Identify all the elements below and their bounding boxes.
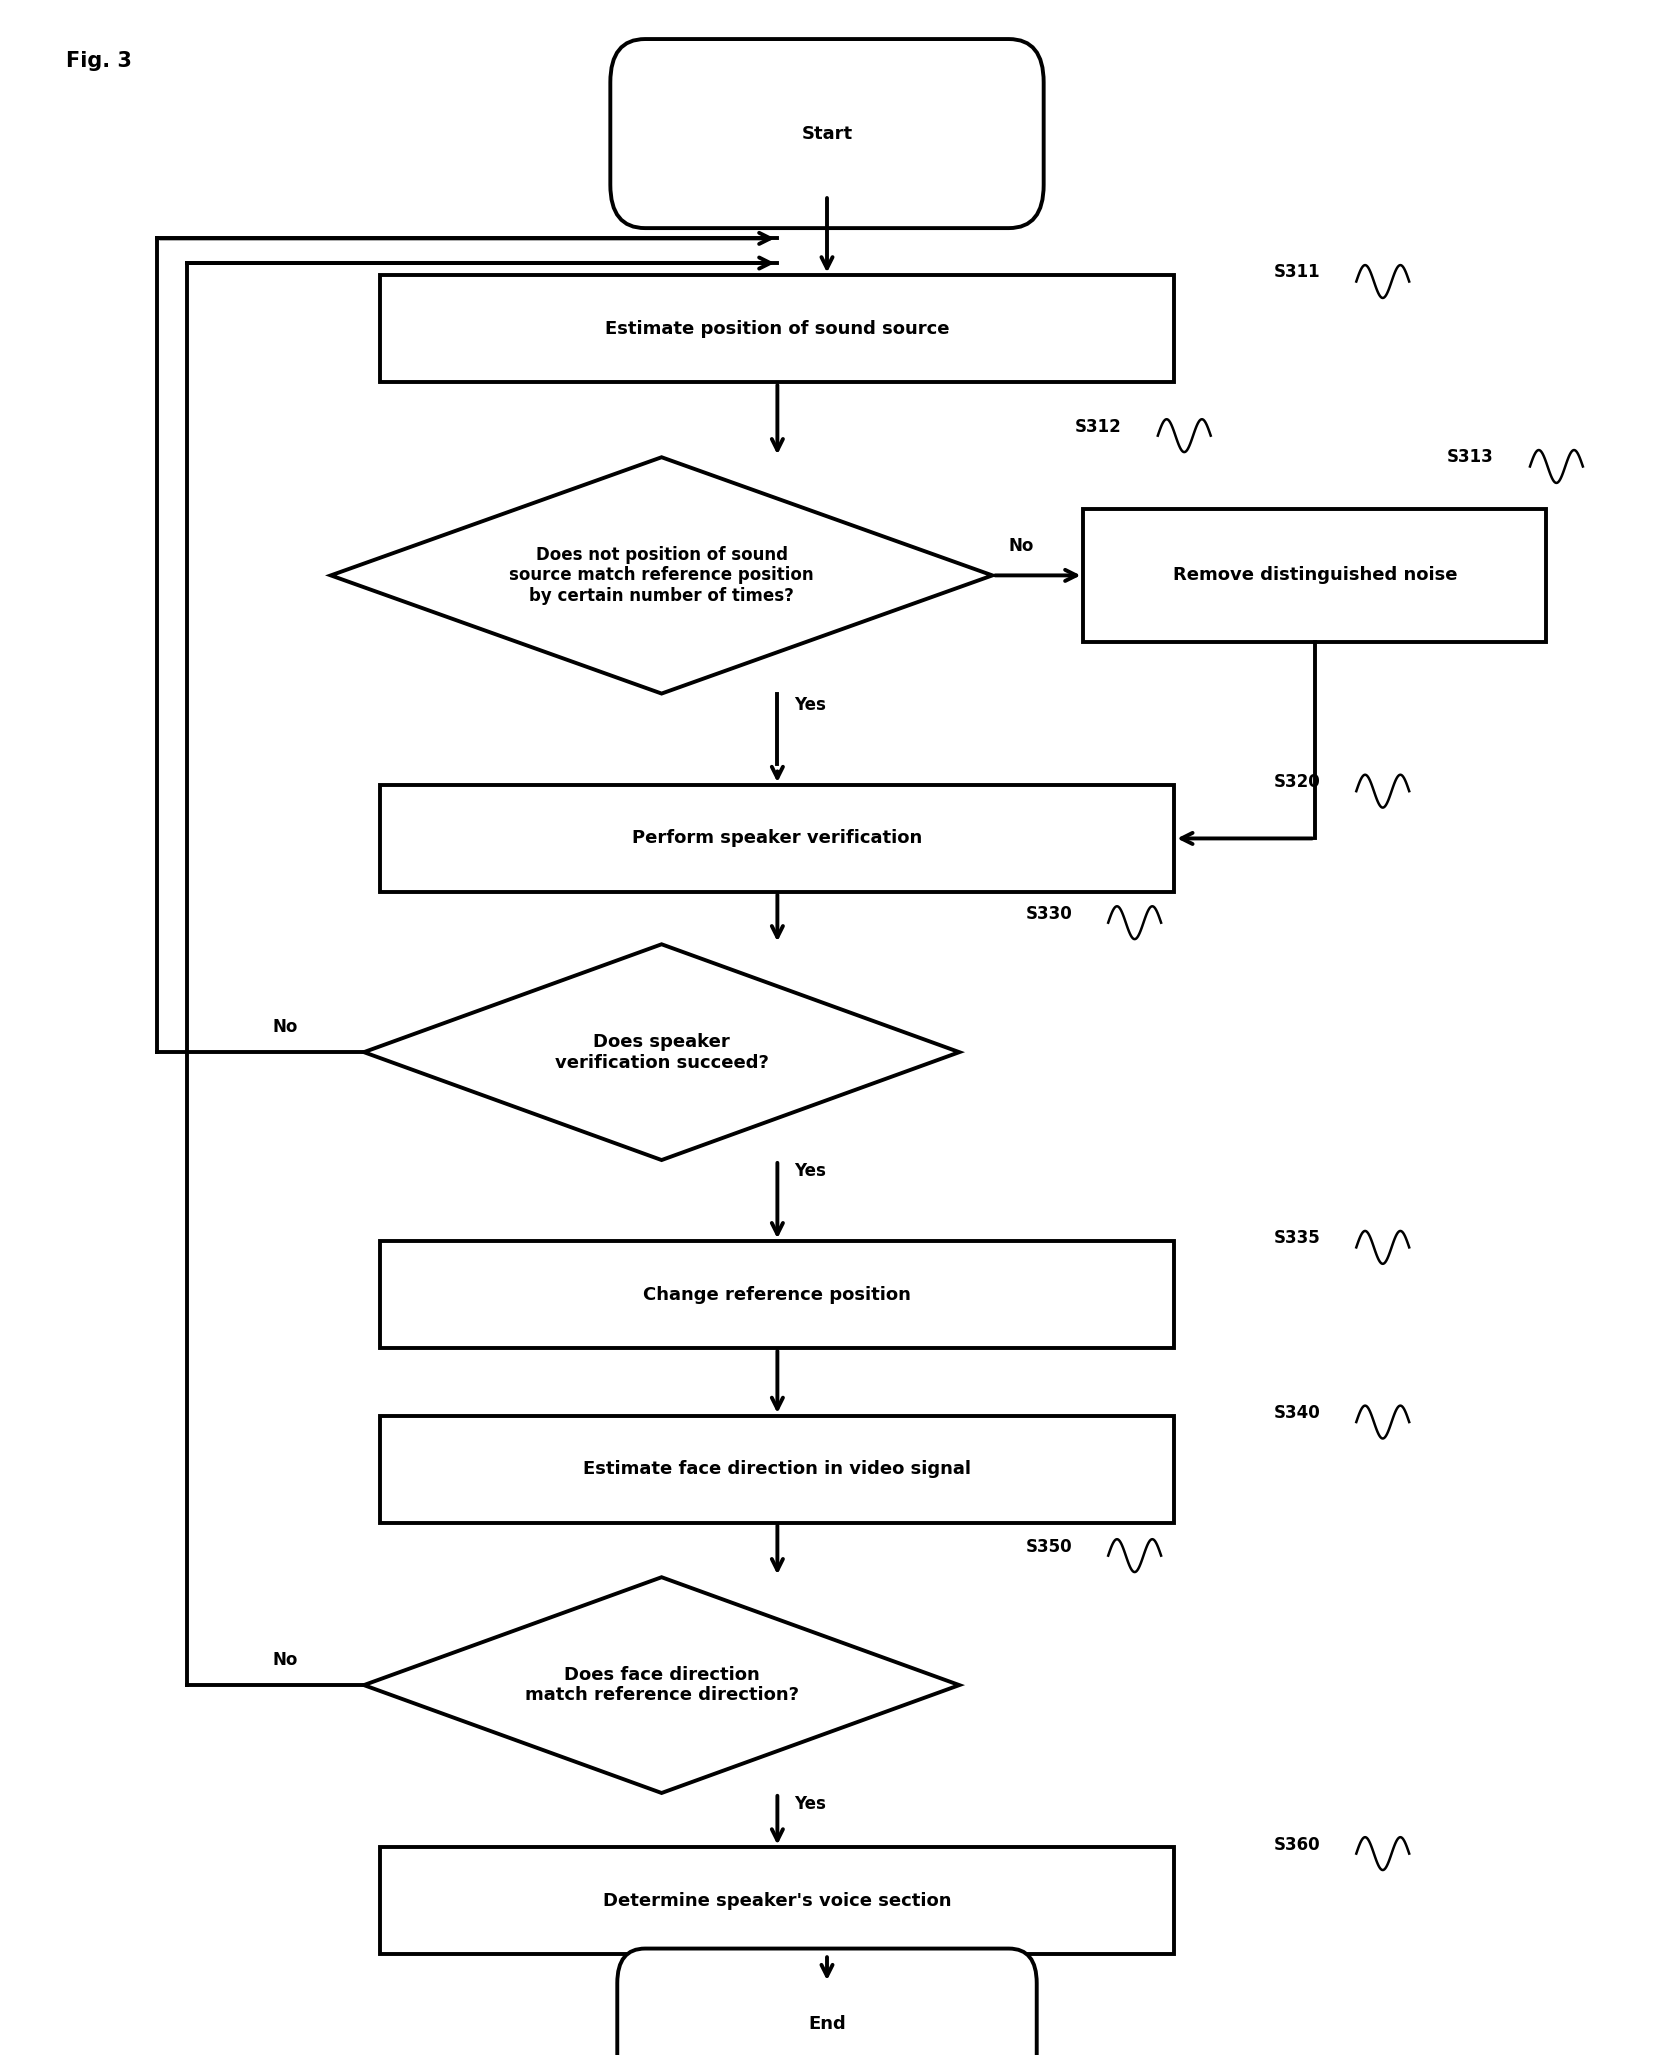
Text: Fig. 3: Fig. 3 xyxy=(66,51,132,72)
Text: Start: Start xyxy=(802,125,852,142)
Text: S340: S340 xyxy=(1274,1404,1320,1422)
Text: Yes: Yes xyxy=(794,1163,825,1180)
FancyBboxPatch shape xyxy=(617,1948,1037,2055)
Text: End: End xyxy=(809,2016,845,2032)
Text: Does speaker
verification succeed?: Does speaker verification succeed? xyxy=(554,1034,769,1071)
Text: S360: S360 xyxy=(1274,1835,1320,1854)
Bar xyxy=(380,1847,1174,1954)
Bar xyxy=(380,1416,1174,1523)
Text: S350: S350 xyxy=(1025,1537,1072,1556)
Bar xyxy=(1083,510,1546,641)
Text: Estimate position of sound source: Estimate position of sound source xyxy=(605,321,949,337)
Text: Yes: Yes xyxy=(794,1796,825,1813)
Polygon shape xyxy=(331,456,992,695)
Polygon shape xyxy=(364,1578,959,1792)
Text: Remove distinguished noise: Remove distinguished noise xyxy=(1173,567,1457,584)
Text: No: No xyxy=(273,1650,298,1669)
Text: S330: S330 xyxy=(1025,904,1072,923)
Text: Perform speaker verification: Perform speaker verification xyxy=(632,830,923,847)
Text: Determine speaker's voice section: Determine speaker's voice section xyxy=(604,1893,951,1909)
Polygon shape xyxy=(364,945,959,1159)
Bar xyxy=(380,1241,1174,1348)
Text: S313: S313 xyxy=(1447,448,1494,466)
Bar xyxy=(380,275,1174,382)
Text: Does not position of sound
source match reference position
by certain number of : Does not position of sound source match … xyxy=(509,545,814,606)
FancyBboxPatch shape xyxy=(610,39,1044,228)
Text: No: No xyxy=(1009,536,1034,555)
Text: S320: S320 xyxy=(1274,773,1320,791)
Text: Estimate face direction in video signal: Estimate face direction in video signal xyxy=(584,1461,971,1478)
Text: No: No xyxy=(273,1017,298,1036)
Text: S335: S335 xyxy=(1274,1229,1320,1247)
Text: Does face direction
match reference direction?: Does face direction match reference dire… xyxy=(524,1667,799,1704)
Bar xyxy=(380,785,1174,892)
Text: S311: S311 xyxy=(1274,263,1320,282)
Text: Yes: Yes xyxy=(794,697,825,713)
Text: S312: S312 xyxy=(1075,417,1121,436)
Text: Change reference position: Change reference position xyxy=(643,1286,911,1303)
